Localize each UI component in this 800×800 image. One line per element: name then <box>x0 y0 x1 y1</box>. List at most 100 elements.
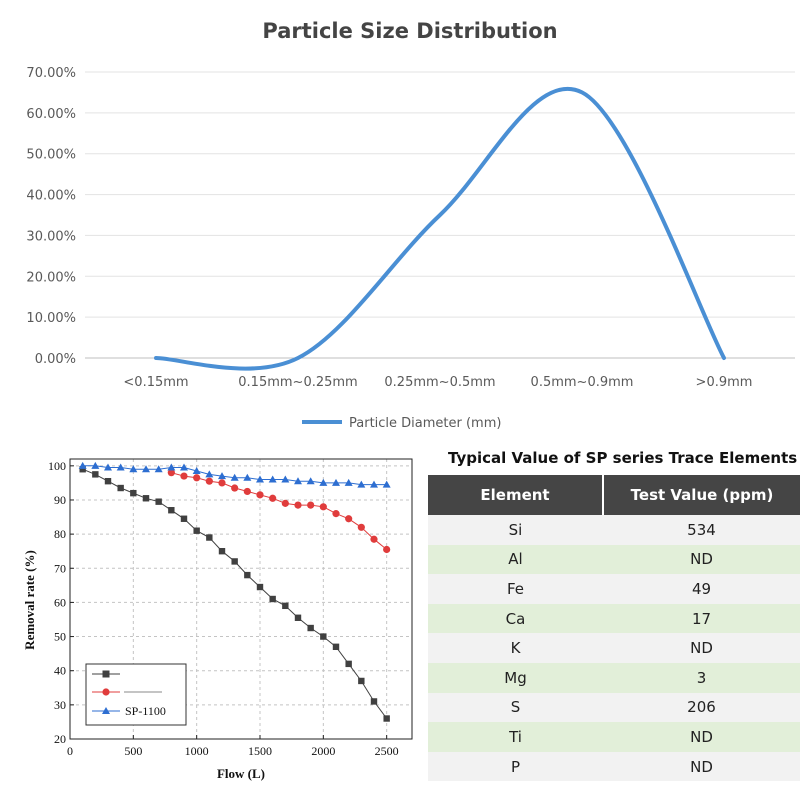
data-point <box>282 602 289 610</box>
data-point <box>370 480 378 488</box>
data-point <box>345 515 353 523</box>
legend: Particle Diameter (mm) <box>302 416 501 431</box>
data-point <box>155 498 162 505</box>
test-value-cell: ND <box>603 633 800 663</box>
y-tick-label: 50 <box>54 630 66 644</box>
data-point <box>167 469 175 477</box>
element-cell: P <box>428 751 603 782</box>
data-point <box>117 484 124 492</box>
x-axis-ticks: 0 500 1000 1500 2000 2500 <box>67 735 399 758</box>
chart-title: Particle Size Distribution <box>262 19 557 43</box>
table-row: Fe 49 <box>428 574 800 604</box>
element-cell: S <box>428 692 603 723</box>
y-tick-label: 70.00% <box>26 66 76 81</box>
y-tick-label: 30.00% <box>26 229 76 244</box>
trace-elements-panel: Typical Value of SP series Trace Element… <box>428 440 800 782</box>
legend-marker-square <box>102 670 110 678</box>
x-axis-label: Flow (L) <box>217 766 265 781</box>
test-value-cell: ND <box>603 544 800 575</box>
data-point <box>193 527 200 534</box>
data-point <box>357 480 366 488</box>
data-point <box>180 463 188 471</box>
x-tick-label: 0 <box>67 744 73 758</box>
x-tick-label: >0.9mm <box>696 375 753 390</box>
data-point <box>307 501 315 509</box>
legend-label-sp1100: SP-1100 <box>125 704 166 718</box>
table-row: S 206 <box>428 692 800 723</box>
data-point <box>332 510 340 518</box>
data-point <box>370 698 378 705</box>
x-tick-label: 1500 <box>248 744 272 758</box>
data-point <box>344 478 353 486</box>
data-point <box>104 463 112 471</box>
data-point <box>79 466 86 473</box>
x-tick-label: 1000 <box>185 744 209 758</box>
series-2 <box>167 469 391 554</box>
data-point <box>154 465 163 473</box>
data-point <box>345 660 352 668</box>
table-row: Al ND <box>428 544 800 575</box>
x-tick-label: 0.15mm~0.25mm <box>238 375 357 390</box>
y-tick-label: 60.00% <box>26 107 76 122</box>
removal-rate-chart: 20 30 40 50 60 70 80 90 100 0 500 1000 1500 2000 2500… <box>22 458 413 781</box>
data-point <box>269 494 277 502</box>
element-cell: Si <box>428 515 603 545</box>
data-point <box>218 479 226 487</box>
data-point <box>256 491 264 499</box>
data-point <box>320 633 327 640</box>
y-tick-label: 70 <box>54 561 66 575</box>
data-point <box>168 507 175 514</box>
plot-frame <box>69 458 413 740</box>
element-cell: K <box>428 633 603 663</box>
data-point <box>332 478 340 486</box>
data-point <box>92 471 99 478</box>
data-point <box>383 545 391 554</box>
x-tick-label: 2000 <box>311 744 335 758</box>
y-tick-label: 20 <box>54 732 66 746</box>
data-point <box>129 465 138 473</box>
data-point <box>294 501 302 509</box>
table-title: Typical Value of SP series Trace Element… <box>448 449 798 467</box>
data-point <box>268 475 277 483</box>
element-cell: Al <box>428 544 603 575</box>
y-tick-label: 90 <box>54 493 66 507</box>
data-point <box>230 473 239 481</box>
element-cell: Ca <box>428 603 603 634</box>
data-point <box>244 571 251 579</box>
element-cell: Fe <box>428 574 603 604</box>
y-tick-label: 30 <box>54 698 66 712</box>
table-row: Ti ND <box>428 722 800 752</box>
y-axis-ticks: 20 30 40 50 60 70 80 90 100 <box>48 459 74 746</box>
table-row: P ND <box>428 751 800 782</box>
particle-size-chart: Particle Size Distribution 0.00% 10.00% 20… <box>26 19 795 431</box>
data-point <box>332 643 340 651</box>
data-point <box>218 547 226 555</box>
y-axis-label: Removal rate (%) <box>22 550 37 650</box>
test-value-cell: ND <box>603 722 800 752</box>
data-point <box>78 461 87 469</box>
data-point <box>370 535 378 543</box>
legend-marker-circle <box>102 688 110 696</box>
y-tick-label: 0.00% <box>35 352 76 367</box>
data-point <box>306 477 315 485</box>
data-point <box>231 484 239 492</box>
y-tick-label: 80 <box>54 527 66 541</box>
data-point <box>358 677 365 685</box>
data-point <box>116 463 125 471</box>
data-point <box>357 523 365 531</box>
data-point <box>104 477 112 485</box>
data-point <box>269 595 276 603</box>
column-header-element: Element <box>428 475 604 515</box>
y-tick-label: 20.00% <box>26 270 76 285</box>
data-point <box>281 475 290 483</box>
data-point <box>142 465 150 473</box>
data-point <box>243 473 252 481</box>
series-1 <box>79 466 390 722</box>
x-tick-label: 0.25mm~0.5mm <box>384 375 495 390</box>
data-point <box>281 499 289 507</box>
table-row: K ND <box>428 633 800 663</box>
trace-elements-table: Element Test Value (ppm) Si 534 Al ND Fe 49 Ca… <box>428 475 800 782</box>
data-point <box>142 495 150 502</box>
data-point <box>205 477 213 485</box>
series-line <box>171 472 388 550</box>
